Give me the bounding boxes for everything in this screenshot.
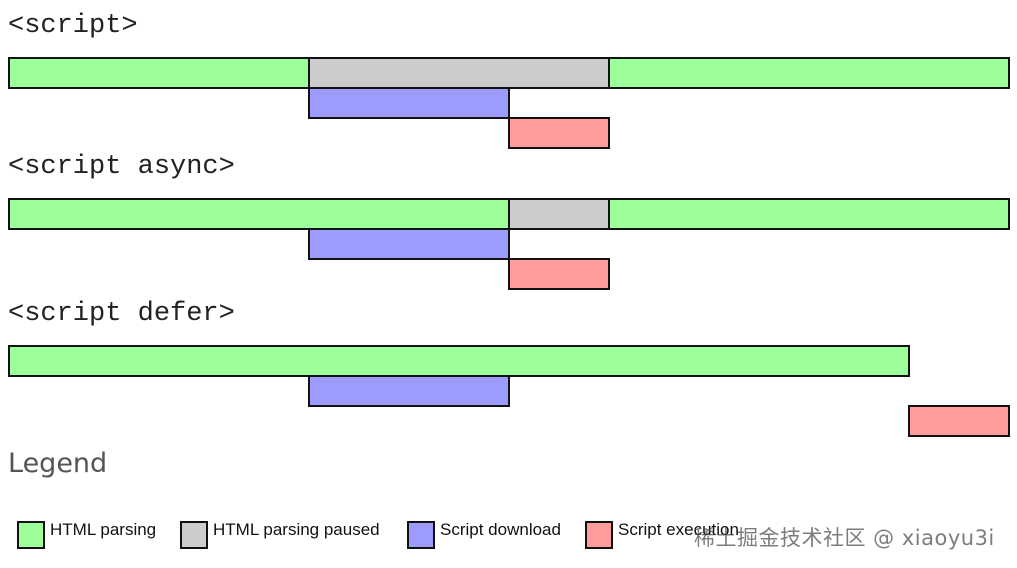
- bar-script-download: [308, 228, 510, 260]
- legend-label-html-parsing: HTML parsing: [50, 520, 157, 539]
- legend-label-html-parsing-paused: HTML parsing paused: [213, 520, 380, 539]
- bar-html-parsing-paused: [308, 57, 610, 89]
- bar-html-parsing: [8, 57, 310, 89]
- bar-script-download: [308, 375, 510, 407]
- legend-swatch-script-execution: [585, 521, 613, 549]
- legend-item-html-parsing: HTML parsing: [17, 519, 156, 549]
- legend-title: Legend: [8, 448, 108, 479]
- section-title-script: <script>: [8, 11, 138, 41]
- bar-script-download: [308, 87, 510, 119]
- bar-html-parsing: [608, 198, 1010, 230]
- section-title-script-defer: <script defer>: [8, 299, 235, 329]
- legend-swatch-script-download: [407, 521, 435, 549]
- legend-swatch-html-parsing: [17, 521, 45, 549]
- legend-item-script-download: Script download: [407, 519, 561, 549]
- bar-html-parsing: [8, 198, 510, 230]
- bar-script-execution: [508, 258, 610, 290]
- bar-script-execution: [908, 405, 1010, 437]
- legend-swatch-html-parsing-paused: [180, 521, 208, 549]
- bar-html-parsing-paused: [508, 198, 610, 230]
- section-title-script-async: <script async>: [8, 152, 235, 182]
- bar-script-execution: [508, 117, 610, 149]
- legend-label-script-download: Script download: [440, 520, 561, 539]
- bar-html-parsing: [8, 345, 910, 377]
- legend-item-script-execution: Script execution: [585, 519, 739, 549]
- watermark: 稀土掘金技术社区 @ xiaoyu3i: [694, 526, 995, 550]
- bar-html-parsing: [608, 57, 1010, 89]
- legend-label-script-execution: Script execution: [618, 520, 739, 539]
- legend-item-html-parsing-paused: HTML parsing paused: [180, 519, 380, 549]
